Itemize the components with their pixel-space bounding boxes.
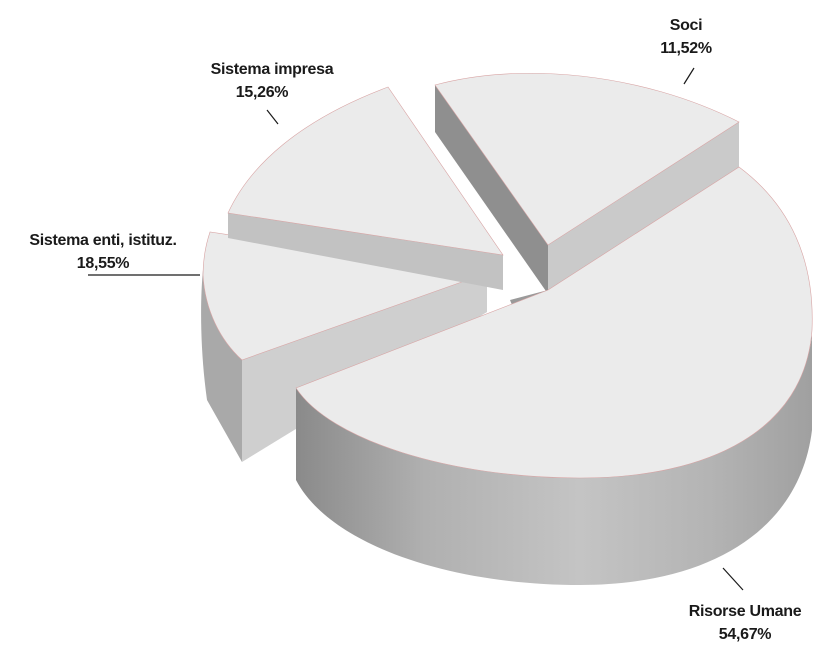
label-soci-name: Soci <box>670 17 703 34</box>
slice-sistema-impresa-side <box>228 213 503 290</box>
slice-sistema-impresa-top <box>227 86 504 256</box>
leader-risorse-umane <box>722 567 744 591</box>
label-sistema-impresa-name: Sistema impresa <box>211 61 334 78</box>
slice-risorse-umane-side-bottom <box>296 335 812 585</box>
slice-sistema-impresa <box>227 86 504 290</box>
slice-soci-radial-face <box>435 85 548 294</box>
label-sistema-enti-name: Sistema enti, istituz. <box>29 232 176 249</box>
leader-sistema-impresa <box>266 109 279 125</box>
slice-sistema-enti-side <box>201 270 242 462</box>
slice-soci-top <box>434 72 740 246</box>
slice-risorse-umane-top <box>295 166 813 479</box>
label-sistema-enti-value: 18,55% <box>77 255 130 272</box>
label-sistema-impresa-value: 15,26% <box>236 84 289 101</box>
leader-soci <box>683 67 695 85</box>
label-risorse-umane-name: Risorse Umane <box>689 603 802 620</box>
slice-soci-back-side <box>548 122 739 294</box>
slice-risorse-umane <box>295 166 813 585</box>
label-risorse-umane-value: 54,67% <box>719 626 772 643</box>
slice-soci <box>434 72 740 294</box>
label-soci-value: 11,52% <box>660 40 712 57</box>
